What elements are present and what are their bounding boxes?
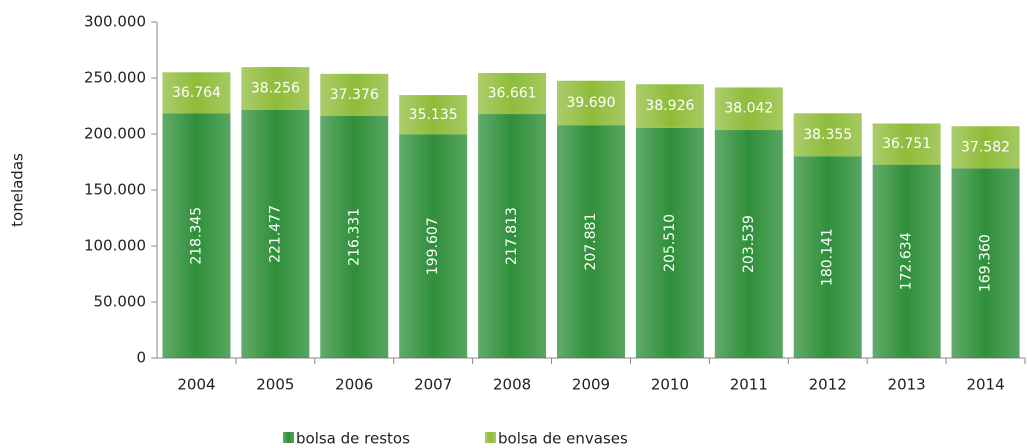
data-label: 199.607 xyxy=(425,217,441,275)
data-label: 38.042 xyxy=(724,101,773,117)
legend-label: bolsa de restos xyxy=(296,430,410,448)
bar xyxy=(714,130,783,358)
data-label: 35.135 xyxy=(409,107,458,123)
bar xyxy=(557,125,625,358)
bar xyxy=(872,123,941,165)
y-axis-label: toneladas xyxy=(9,153,27,227)
x-tick-label: 2009 xyxy=(572,376,610,394)
x-tick-label: 2004 xyxy=(177,376,215,394)
y-tick-label: 250.000 xyxy=(84,69,146,87)
legend-swatch xyxy=(485,432,496,443)
bar xyxy=(793,113,862,157)
data-label: 37.582 xyxy=(961,139,1010,155)
bar xyxy=(241,67,310,110)
bar xyxy=(162,113,231,358)
data-label: 218.345 xyxy=(188,207,204,265)
bar xyxy=(951,168,1020,358)
data-label: 180.141 xyxy=(820,228,836,286)
bar xyxy=(478,72,547,115)
bar xyxy=(951,126,1020,169)
bar xyxy=(162,72,231,114)
data-label: 172.634 xyxy=(899,232,915,290)
data-label: 205.510 xyxy=(662,214,678,272)
y-tick-label: 100.000 xyxy=(84,237,146,255)
data-label: 203.539 xyxy=(741,215,757,273)
bar xyxy=(557,80,625,126)
y-tick-label: 300.000 xyxy=(84,13,146,31)
y-tick-label: 200.000 xyxy=(84,125,146,143)
data-label: 37.376 xyxy=(330,87,379,103)
x-tick-label: 2005 xyxy=(256,376,294,394)
bar xyxy=(399,95,468,135)
bar xyxy=(635,127,704,358)
bar xyxy=(635,84,704,128)
y-tick-label: 0 xyxy=(136,349,146,367)
x-tick-label: 2011 xyxy=(730,376,768,394)
data-label: 38.355 xyxy=(803,127,852,143)
bar xyxy=(478,114,547,358)
x-tick-label: 2007 xyxy=(414,376,452,394)
data-label: 36.751 xyxy=(882,136,931,152)
y-tick-label: 50.000 xyxy=(94,293,147,311)
x-tick-label: 2010 xyxy=(651,376,689,394)
bar xyxy=(320,115,389,358)
bar xyxy=(399,134,468,358)
legend-label: bolsa de envases xyxy=(498,430,628,448)
bar xyxy=(872,164,941,358)
bar xyxy=(241,109,310,358)
data-label: 207.881 xyxy=(583,213,599,271)
data-label: 169.360 xyxy=(978,234,994,292)
y-tick-label: 150.000 xyxy=(84,181,146,199)
x-tick-label: 2013 xyxy=(888,376,926,394)
data-label: 38.256 xyxy=(251,81,300,97)
x-tick-label: 2012 xyxy=(809,376,847,394)
bar xyxy=(714,87,783,131)
bar xyxy=(320,73,389,116)
data-label: 36.661 xyxy=(488,86,537,102)
x-tick-label: 2006 xyxy=(335,376,373,394)
legend-swatch xyxy=(283,432,294,443)
data-label: 221.477 xyxy=(267,205,283,263)
x-tick-label: 2014 xyxy=(966,376,1004,394)
data-label: 217.813 xyxy=(504,207,520,265)
data-label: 36.764 xyxy=(172,85,221,101)
x-tick-label: 2008 xyxy=(493,376,531,394)
data-label: 216.331 xyxy=(346,208,362,266)
data-label: 38.926 xyxy=(645,98,694,114)
bar xyxy=(793,156,862,358)
data-label: 39.690 xyxy=(567,95,616,111)
